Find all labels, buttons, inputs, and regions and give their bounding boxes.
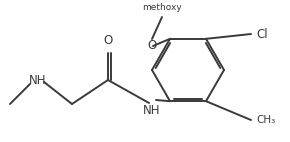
- Text: O: O: [147, 38, 157, 52]
- Text: CH₃: CH₃: [256, 115, 275, 125]
- Text: methoxy: methoxy: [142, 3, 182, 12]
- Text: Cl: Cl: [256, 28, 268, 40]
- Text: NH: NH: [29, 74, 47, 86]
- Text: O: O: [103, 34, 113, 47]
- Text: NH: NH: [143, 104, 161, 117]
